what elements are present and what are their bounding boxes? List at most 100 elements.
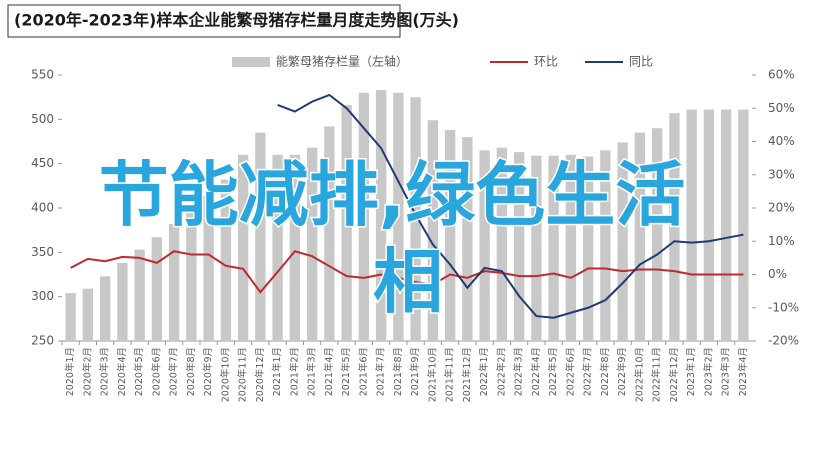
- chart-title: (2020年-2023年)样本企业能繁母猪存栏量月度走势图(万头): [14, 11, 459, 30]
- bar: [634, 132, 646, 341]
- x-tick-label: 2021年3月: [306, 347, 318, 396]
- x-tick-label: 2020年2月: [81, 347, 93, 396]
- x-tick-label: 2020年3月: [99, 347, 111, 396]
- bar: [151, 237, 163, 341]
- bar: [738, 109, 749, 341]
- bar: [117, 262, 128, 341]
- x-tick-label: 2022年11月: [651, 347, 663, 402]
- bar: [65, 293, 76, 341]
- x-tick-label: 2020年6月: [150, 347, 162, 396]
- x-tick-label: 2021年2月: [288, 347, 300, 396]
- y-tick-label: 400: [31, 201, 54, 215]
- bar: [134, 249, 145, 341]
- y-tick-label: 450: [31, 156, 54, 170]
- x-tick-label: 2023年2月: [702, 347, 714, 396]
- y2-tick-label: 50%: [768, 101, 795, 115]
- x-tick-label: 2022年1月: [478, 347, 490, 396]
- x-tick-label: 2022年12月: [668, 347, 680, 402]
- y2-tick-label: 40%: [768, 134, 795, 148]
- bar: [582, 156, 594, 341]
- bar: [427, 120, 439, 341]
- bar: [444, 129, 456, 341]
- legend-swatch: [232, 57, 270, 67]
- y-tick-label: 550: [31, 68, 54, 82]
- bar: [324, 126, 335, 341]
- overlay-text: 相: [373, 241, 443, 323]
- y2-tick-label: 20%: [768, 201, 795, 215]
- x-tick-label: 2020年11月: [237, 347, 249, 402]
- legend-label: 能繁母猪存栏量（左轴）: [276, 54, 408, 69]
- bar: [341, 105, 352, 341]
- bar: [600, 150, 611, 341]
- bar: [479, 150, 490, 341]
- bar: [306, 147, 318, 341]
- x-tick-label: 2022年6月: [564, 347, 576, 396]
- x-tick-label: 2022年5月: [547, 347, 559, 396]
- x-tick-label: 2023年4月: [737, 347, 749, 396]
- bar: [651, 128, 663, 341]
- x-tick-label: 2021年1月: [271, 347, 283, 396]
- x-tick-label: 2021年12月: [461, 347, 473, 402]
- bar: [82, 288, 94, 341]
- bar: [255, 132, 266, 341]
- y2-tick-label: 0%: [768, 267, 787, 281]
- x-tick-label: 2020年10月: [219, 347, 231, 402]
- legend-label: 同比: [629, 55, 653, 69]
- y-tick-label: 500: [31, 112, 54, 126]
- x-tick-label: 2020年1月: [64, 347, 76, 396]
- y2-tick-label: 60%: [768, 68, 795, 82]
- x-tick-label: 2022年10月: [633, 347, 645, 402]
- x-tick-label: 2020年8月: [185, 347, 197, 396]
- x-tick-label: 2020年12月: [254, 347, 266, 402]
- x-tick-label: 2021年11月: [444, 347, 456, 402]
- bar: [548, 155, 559, 341]
- bar: [358, 92, 370, 341]
- bar: [289, 154, 301, 341]
- bar: [410, 97, 421, 342]
- x-tick-label: 2021年7月: [375, 347, 387, 396]
- x-tick-label: 2021年6月: [357, 347, 369, 396]
- x-tick-label: 2022年4月: [530, 347, 542, 396]
- y2-tick-label: -10%: [768, 300, 799, 314]
- bar: [393, 92, 404, 341]
- x-tick-label: 2020年7月: [168, 347, 180, 396]
- bar: [168, 223, 180, 341]
- bar: [186, 209, 197, 341]
- bar: [375, 90, 387, 341]
- bar: [203, 195, 214, 341]
- x-tick-label: 2020年5月: [133, 347, 145, 396]
- bar: [462, 137, 473, 341]
- x-tick-label: 2021年10月: [426, 347, 438, 402]
- title-box: [7, 4, 401, 38]
- x-tick-label: 2022年3月: [513, 347, 525, 396]
- y2-tick-label: 30%: [768, 167, 795, 181]
- bar: [686, 109, 697, 341]
- y-tick-label: 350: [31, 245, 54, 259]
- line-series: [277, 93, 744, 319]
- y2-tick-label: -20%: [768, 334, 799, 348]
- line-series: [70, 250, 744, 294]
- y2-tick-label: 10%: [768, 234, 795, 248]
- bar: [565, 154, 577, 341]
- legend-label: 环比: [534, 55, 558, 69]
- bar: [513, 152, 525, 341]
- bar: [669, 113, 680, 341]
- x-tick-label: 2020年9月: [202, 347, 214, 396]
- y-tick-label: 250: [31, 334, 54, 348]
- x-tick-label: 2022年8月: [599, 347, 611, 396]
- bar: [99, 276, 111, 341]
- x-tick-label: 2022年9月: [616, 347, 628, 396]
- bar: [617, 142, 628, 341]
- x-tick-label: 2021年9月: [409, 347, 421, 396]
- bar: [496, 147, 508, 341]
- bar: [703, 109, 715, 341]
- x-tick-label: 2022年2月: [495, 347, 507, 396]
- x-tick-label: 2022年7月: [582, 347, 594, 396]
- x-tick-label: 2021年4月: [323, 347, 335, 396]
- bar: [720, 109, 732, 341]
- bar: [531, 155, 542, 341]
- overlay-text: 节能减排,绿色生活: [99, 154, 686, 236]
- bar: [237, 154, 249, 341]
- x-tick-label: 2023年1月: [685, 347, 697, 396]
